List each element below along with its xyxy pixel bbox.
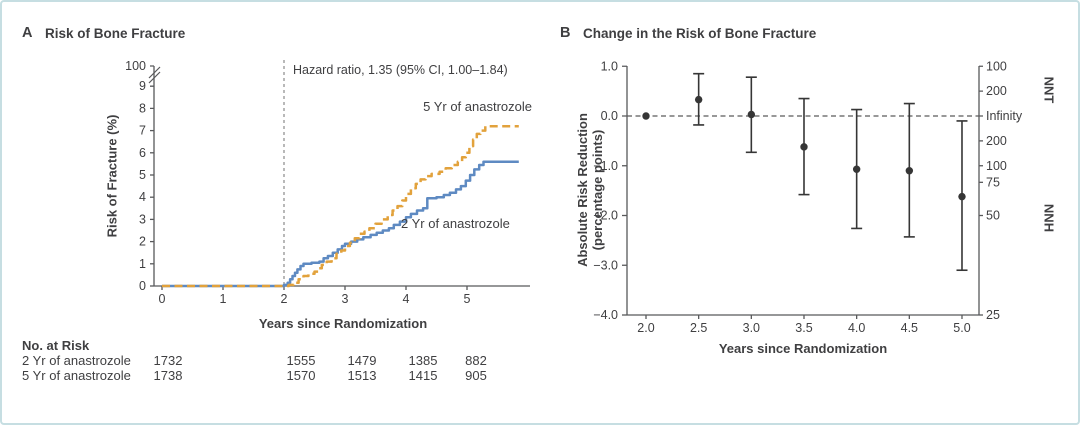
point-estimate xyxy=(642,112,650,120)
hazard-ratio-annotation: Hazard ratio, 1.35 (95% CI, 1.00–1.84) xyxy=(293,63,508,77)
panel-b-y-tick-label: −4.0 xyxy=(593,308,618,322)
axis-break-mark xyxy=(148,66,161,79)
panel-a-y-tick-label: 3 xyxy=(139,212,146,226)
nnt-nnh-tick-label: 25 xyxy=(986,308,1000,322)
curve-5yr xyxy=(162,124,519,288)
panel-a-title: Risk of Bone Fracture xyxy=(45,26,186,41)
panel-a-x-tick-label: 3 xyxy=(342,292,349,306)
panel-b-x-tick-label: 4.0 xyxy=(848,321,865,335)
panel-b-y-axis-label-line1: Absolute Risk Reduction xyxy=(575,113,590,267)
risk-row-label-5yr: 5 Yr of anastrozole xyxy=(22,368,131,383)
panel-a-letter: A xyxy=(22,25,33,41)
panel-b-y-tick-label: −3.0 xyxy=(593,258,618,272)
point-estimate xyxy=(747,110,756,119)
point-estimate xyxy=(958,192,966,201)
curve-label-5yr: 5 Yr of anastrozole xyxy=(423,99,532,114)
nnt-nnh-tick-label: 200 xyxy=(986,134,1007,148)
nnt-nnh-tick-label: 75 xyxy=(986,175,1000,189)
curve-2yr xyxy=(162,160,519,288)
panel-b-y-tick-label: −1.0 xyxy=(593,159,618,173)
panel-a-x-tick-label: 0 xyxy=(159,292,166,306)
risk-table-title: No. at Risk xyxy=(22,338,90,353)
risk-value: 1513 xyxy=(347,368,377,383)
panel-a-y-tick-label: 8 xyxy=(139,101,146,115)
point-estimate xyxy=(905,167,914,175)
panel-a-y-tick-label: 0 xyxy=(139,279,146,293)
panel-b-plot: 1.0 0.0 −1.0 −2.0 −3.0 −4.0 2.0 2.5 3.0 3.5 4.0 4.5… xyxy=(593,59,1023,335)
panel-a-y-tick-label: 1 xyxy=(139,257,146,271)
curve-label-2yr: 2 Yr of anastrozole xyxy=(401,216,510,231)
nnt-nnh-tick-label: Infinity xyxy=(986,109,1023,123)
risk-row-label-2yr: 2 Yr of anastrozole xyxy=(22,353,131,368)
panel-a-y-tick-label: 6 xyxy=(139,146,146,160)
risk-value: 1738 xyxy=(153,368,183,383)
panel-a-y-tick-label: 7 xyxy=(139,124,146,138)
panel-a-plot: 0 1 2 3 4 5 0 1 2 3 4 5 6 7 8 9 100 xyxy=(125,59,530,306)
panel-b-y-tick-label: 1.0 xyxy=(601,59,618,73)
risk-value: 905 xyxy=(465,368,487,383)
panel-a-y-tick-label: 5 xyxy=(139,168,146,182)
panel-b-x-axis-label: Years since Randomization xyxy=(718,341,888,356)
risk-value: 1385 xyxy=(408,353,438,368)
nnt-nnh-tick-label: 50 xyxy=(986,209,1000,223)
risk-table-row: 5 Yr of anastrozole 1738 1570 1513 1415 … xyxy=(2,368,547,383)
panel-b-x-tick-label: 5.0 xyxy=(953,321,970,335)
panel-a-y-axis-label: Risk of Fracture (%) xyxy=(104,114,120,238)
panel-a-y-tick-label: 2 xyxy=(139,235,146,249)
point-estimate xyxy=(694,95,703,104)
risk-value: 1570 xyxy=(286,368,316,383)
nnt-nnh-tick-label: 200 xyxy=(986,84,1007,98)
panel-b-y-tick-label: −2.0 xyxy=(593,209,618,223)
risk-value: 1555 xyxy=(286,353,316,368)
axis-break-mark xyxy=(148,71,161,84)
panel-a-x-tick-label: 2 xyxy=(281,292,288,306)
panel-a-x-tick-label: 5 xyxy=(464,292,471,306)
panel-b-x-tick-label: 2.5 xyxy=(690,321,707,335)
panel-b-x-tick-label: 4.5 xyxy=(901,321,918,335)
panel-b-x-tick-label: 2.0 xyxy=(637,321,654,335)
risk-value: 882 xyxy=(465,353,487,368)
panel-b-y-axis-label-line2: (percentage points) xyxy=(590,129,605,251)
risk-table-row: 2 Yr of anastrozole 1732 1555 1479 1385 … xyxy=(2,353,547,368)
nnh-axis-label: NNH xyxy=(1041,203,1057,233)
nnt-nnh-tick-label: 100 xyxy=(986,59,1007,73)
panel-b-x-tick-label: 3.0 xyxy=(743,321,760,335)
panel-a-x-tick-label: 1 xyxy=(220,292,227,306)
panel-a-y-tick-label-100: 100 xyxy=(125,59,146,73)
point-estimate xyxy=(800,143,808,151)
risk-value: 1732 xyxy=(153,353,183,368)
panel-a-x-tick-label: 4 xyxy=(403,292,410,306)
panel-b-title: Change in the Risk of Bone Fracture xyxy=(583,26,817,41)
panel-b-y-tick-label: 0.0 xyxy=(601,109,618,123)
risk-value: 1479 xyxy=(347,353,377,368)
nnt-axis-label: NNT xyxy=(1041,76,1057,104)
panel-a-y-tick-label: 4 xyxy=(139,190,146,204)
panel-a-x-axis-label: Years since Randomization xyxy=(258,316,428,331)
panel-b-letter: B xyxy=(560,25,571,41)
panel-b-x-tick-label: 3.5 xyxy=(795,321,812,335)
point-estimate xyxy=(852,165,861,173)
panel-b-y-axis-label: Absolute Risk Reduction (percentage poin… xyxy=(575,113,605,267)
nnt-nnh-tick-label: 100 xyxy=(986,159,1007,173)
panel-a-y-tick-label: 9 xyxy=(139,79,146,93)
risk-value: 1415 xyxy=(408,368,438,383)
